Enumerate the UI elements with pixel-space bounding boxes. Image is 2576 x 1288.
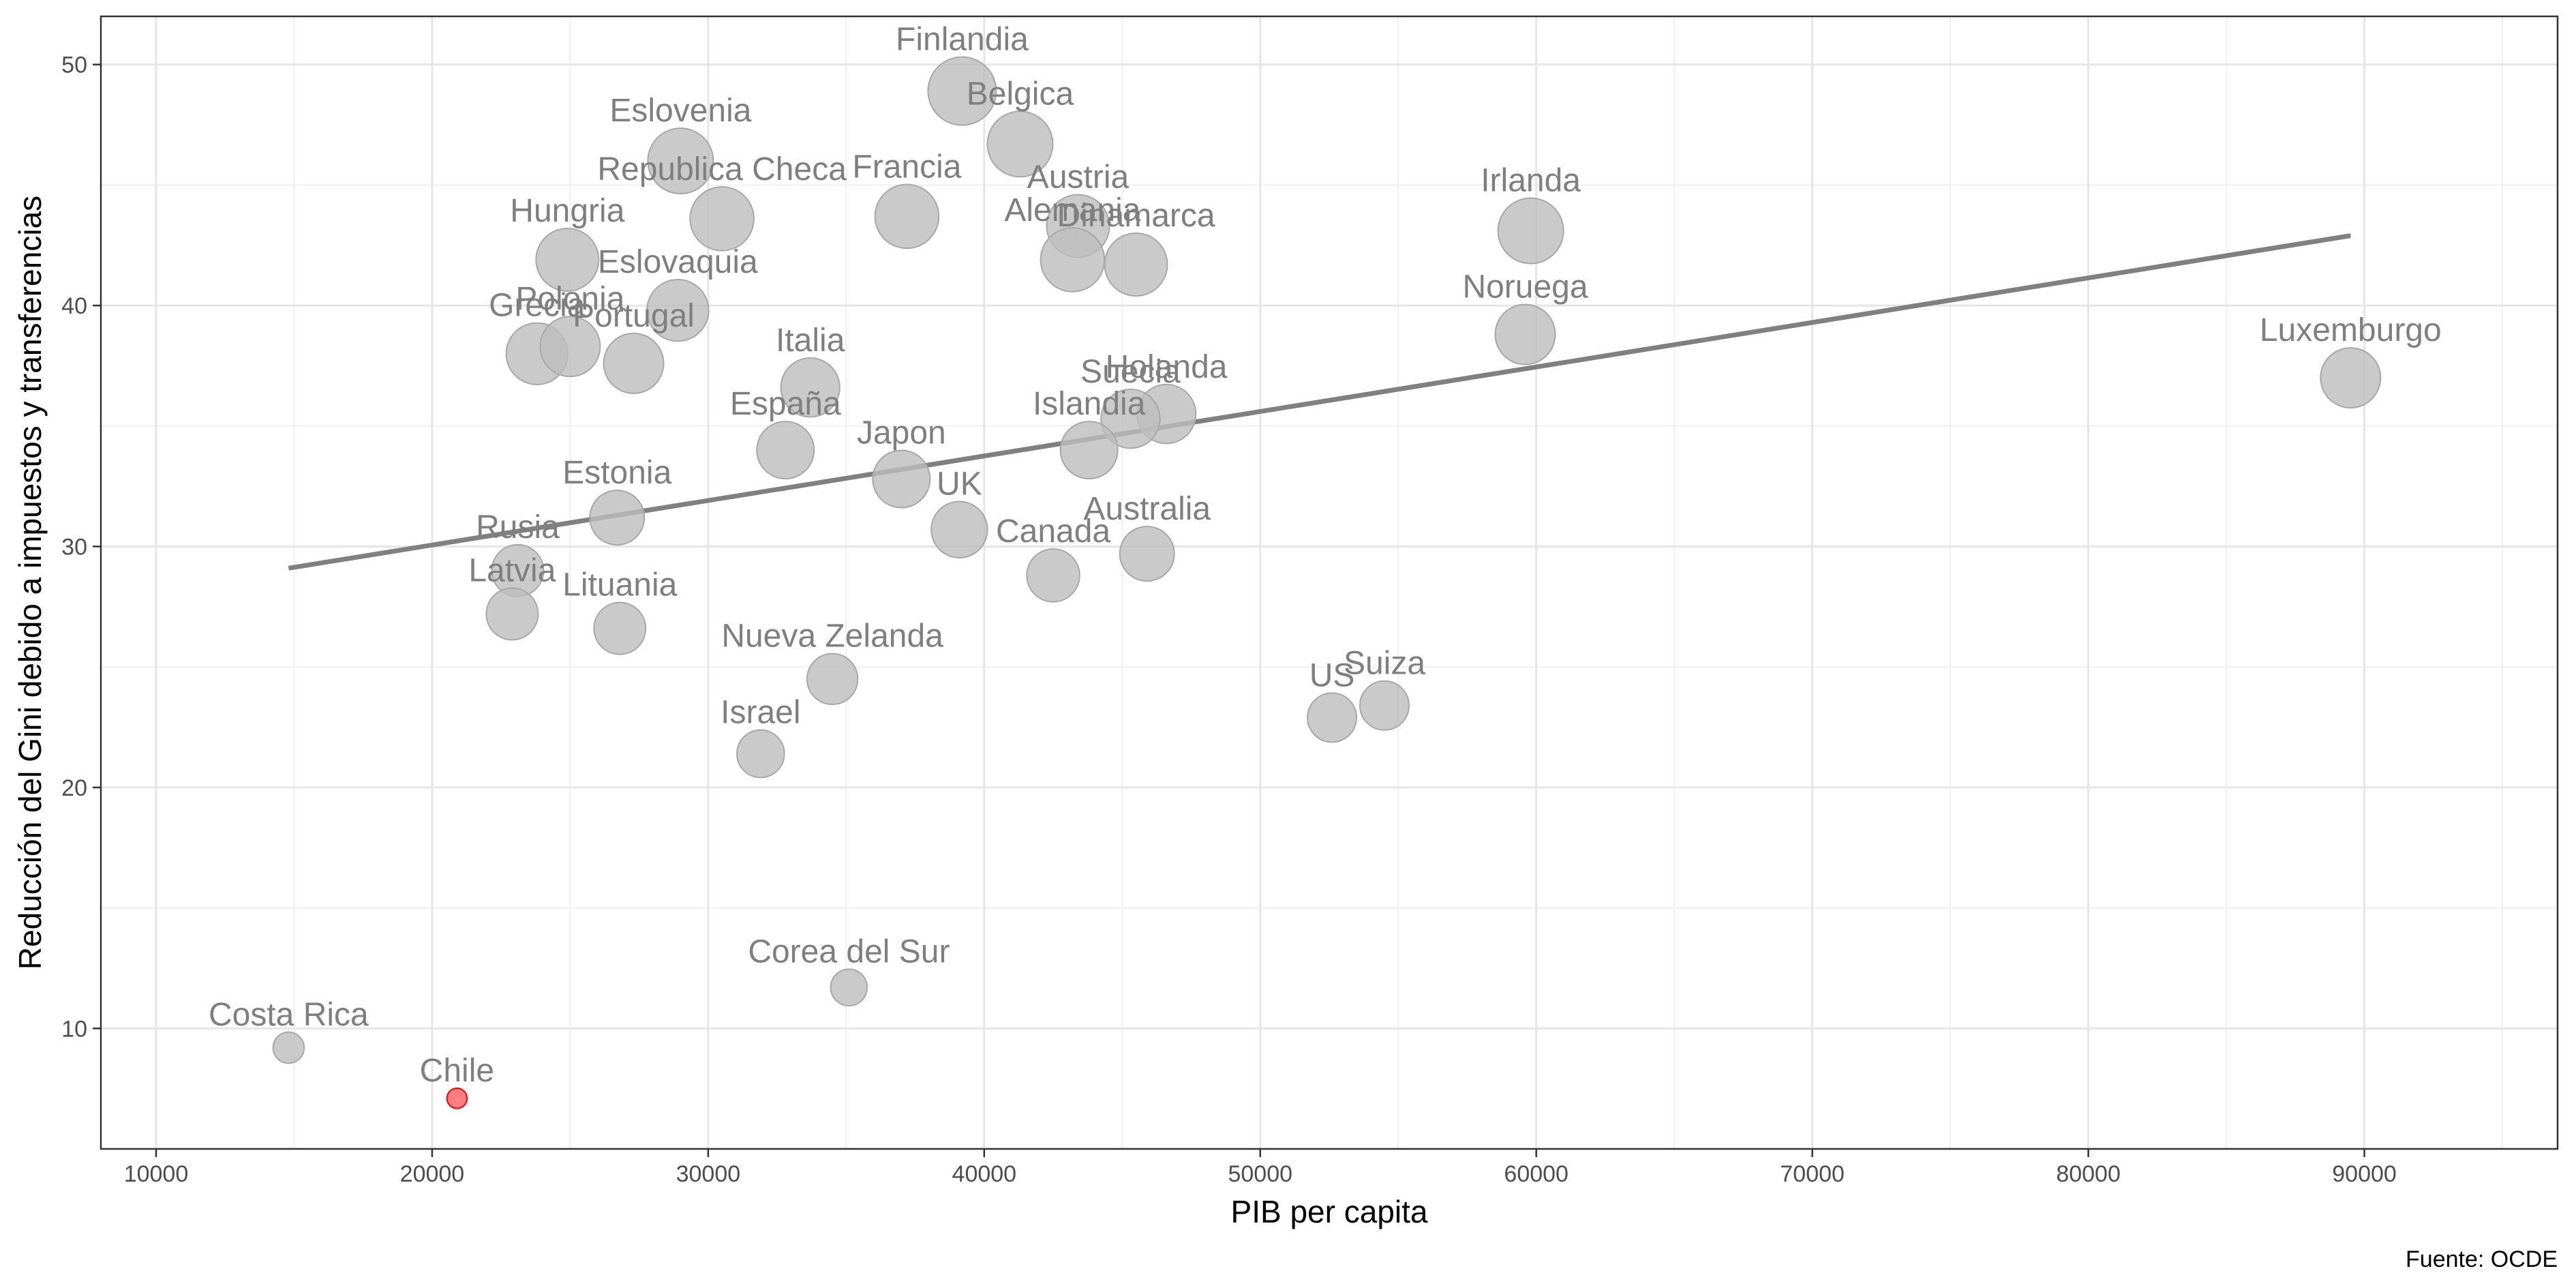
data-point-latvia — [485, 587, 539, 641]
point-label-rusia: Rusia — [476, 509, 560, 545]
point-label-chile: Chile — [420, 1053, 494, 1089]
y-tick-label: 20 — [61, 775, 87, 801]
point-label-us: US — [1309, 657, 1355, 693]
y-tick-label: 50 — [61, 53, 87, 78]
point-labels: Finlandia Belgica Eslovenia Republica Checa… — [209, 22, 2442, 1089]
data-point-polonia — [539, 316, 601, 378]
point-label-luxemburgo: Luxemburgo — [2260, 312, 2442, 348]
point-label-finlandia: Finlandia — [896, 22, 1029, 58]
point-label-noruega: Noruega — [1462, 269, 1588, 305]
point-label-costa-rica: Costa Rica — [209, 997, 369, 1033]
data-point-israel — [736, 729, 785, 779]
source-caption: Fuente: OCDE — [2406, 1246, 2558, 1272]
point-label-polonia: Polonia — [515, 281, 624, 317]
point-label-islandia: Islandia — [1033, 386, 1146, 422]
x-tick-label: 60000 — [1504, 1161, 1569, 1187]
data-point-corea-del-sur — [830, 968, 868, 1007]
point-label-austria: Austria — [1027, 159, 1130, 195]
point-label-uk: UK — [937, 466, 982, 503]
data-point-dinamarca — [1104, 233, 1168, 297]
data-point-noruega — [1494, 303, 1556, 365]
point-label-suecia: Suecia — [1080, 354, 1181, 390]
data-point-hungria — [535, 227, 600, 292]
x-axis-title: PIB per capita — [1231, 1194, 1428, 1229]
point-label-hungria: Hungria — [510, 193, 624, 229]
y-axis-ticks: 10 20 30 40 50 — [61, 53, 101, 1042]
point-label-suiza: Suiza — [1344, 646, 1425, 682]
data-point-republica-checa — [689, 186, 755, 252]
point-label-belgica: Belgica — [967, 76, 1074, 112]
data-point-italia — [780, 357, 840, 418]
data-point-portugal — [603, 332, 665, 394]
data-point-us — [1307, 692, 1358, 743]
data-point-espana — [756, 421, 815, 480]
point-label-japon: Japon — [857, 415, 946, 451]
data-point-islandia — [1059, 421, 1119, 480]
data-points — [272, 56, 2382, 1109]
data-point-lituania — [593, 601, 647, 655]
panel-border — [100, 15, 2559, 1150]
data-point-suiza — [1359, 680, 1410, 731]
data-point-francia — [874, 183, 940, 250]
data-point-canada — [1026, 548, 1080, 603]
point-label-eslovaquia: Eslovaquia — [598, 244, 758, 280]
point-label-israel: Israel — [721, 695, 800, 731]
point-label-holanda: Holanda — [1106, 349, 1228, 385]
x-tick-label: 10000 — [124, 1161, 189, 1187]
y-tick-label: 30 — [61, 534, 87, 560]
y-tick-label: 10 — [61, 1016, 87, 1042]
point-label-latvia: Latvia — [468, 552, 556, 588]
x-tick-label: 70000 — [1780, 1161, 1845, 1187]
data-point-eslovenia — [647, 128, 714, 195]
data-point-suecia — [1100, 388, 1161, 449]
data-point-eslovaquia — [646, 278, 710, 342]
data-point-alemania — [1040, 227, 1106, 293]
point-label-espana: España — [730, 386, 841, 422]
x-tick-label: 80000 — [2056, 1161, 2121, 1187]
y-tick-label: 40 — [61, 293, 87, 319]
major-gridlines — [101, 16, 2558, 1149]
data-point-nueva-zelanda — [806, 653, 859, 706]
data-point-estonia — [589, 490, 646, 546]
point-label-italia: Italia — [776, 323, 845, 359]
minor-gridlines — [101, 16, 2558, 1149]
point-label-grecia: Grecia — [489, 288, 586, 324]
data-point-chile — [446, 1087, 468, 1109]
point-label-estonia: Estonia — [562, 455, 671, 491]
point-label-irlanda: Irlanda — [1481, 163, 1581, 199]
x-axis-ticks: 10000 20000 30000 40000 50000 60000 70000 80000… — [124, 1149, 2397, 1187]
point-label-corea-del-sur: Corea del Sur — [748, 933, 950, 970]
data-point-irlanda — [1497, 197, 1564, 265]
point-label-alemania: Alemania — [1004, 192, 1140, 228]
point-label-nueva-zelanda: Nueva Zelanda — [721, 618, 943, 655]
data-point-uk — [930, 500, 988, 558]
x-tick-label: 30000 — [676, 1161, 741, 1187]
point-label-eslovenia: Eslovenia — [609, 93, 751, 129]
data-point-japon — [872, 449, 931, 509]
x-tick-label: 50000 — [1228, 1161, 1292, 1187]
point-label-canada: Canada — [996, 513, 1110, 550]
data-point-costa-rica — [272, 1031, 305, 1064]
x-tick-label: 20000 — [400, 1161, 465, 1187]
point-label-francia: Francia — [852, 149, 961, 185]
point-label-republica-checa: Republica Checa — [597, 151, 847, 188]
data-point-luxemburgo — [2320, 347, 2382, 409]
point-label-dinamarca: Dinamarca — [1057, 198, 1215, 234]
data-point-finlandia — [927, 56, 997, 126]
data-point-belgica — [986, 110, 1054, 178]
point-label-portugal: Portugal — [573, 298, 695, 334]
point-label-lituania: Lituania — [562, 567, 677, 603]
data-point-australia — [1119, 526, 1175, 582]
y-axis-title: Reducción del Gini debido a impuestos y … — [12, 196, 48, 970]
x-tick-label: 40000 — [952, 1161, 1017, 1187]
x-tick-label: 90000 — [2332, 1161, 2397, 1187]
point-label-australia: Australia — [1083, 491, 1211, 527]
